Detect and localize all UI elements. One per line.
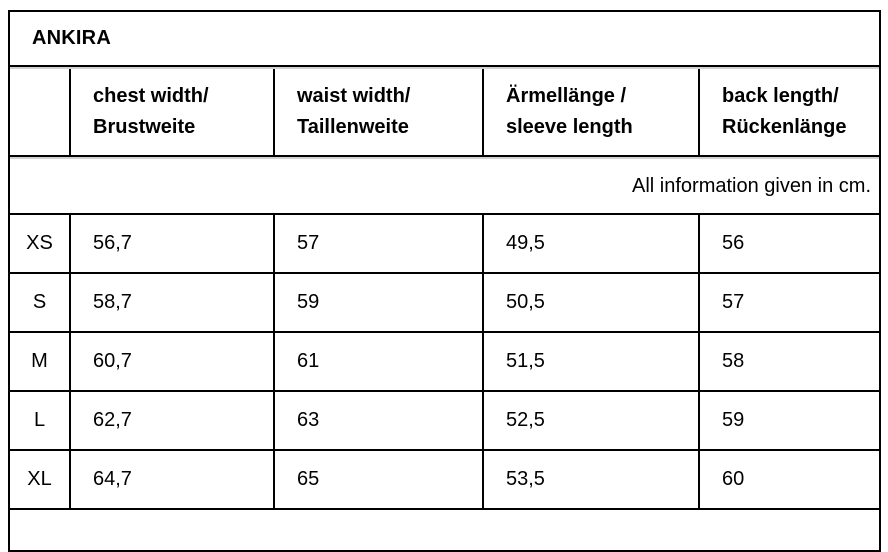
header-chest-width-line1: chest width/ xyxy=(93,85,209,107)
product-name: ANKIRA xyxy=(32,27,111,49)
sleeve-length-value: 49,5 xyxy=(484,215,700,272)
waist-width-value: 59 xyxy=(275,274,484,331)
header-sleeve-length-line2: sleeve length xyxy=(506,116,633,138)
table-row-s: S 58,7 59 50,5 57 xyxy=(10,274,879,333)
table-header-row: chest width/ Brustweite waist width/ Tai… xyxy=(10,67,879,157)
sleeve-length-value: 52,5 xyxy=(484,392,700,449)
header-sleeve-length-line1: Ärmellänge / xyxy=(506,85,627,107)
header-back-length-line2: Rückenlänge xyxy=(722,116,847,138)
header-chest-width-line2: Brustweite xyxy=(93,116,196,138)
back-length-value: 57 xyxy=(722,291,745,313)
size-label: XL xyxy=(10,451,71,508)
waist-width-value: 61 xyxy=(275,333,484,390)
table-row-xs: XS 56,7 57 49,5 56 xyxy=(10,215,879,274)
chest-width-value: 64,7 xyxy=(71,451,275,508)
table-row-m: M 60,7 61 51,5 58 xyxy=(10,333,879,392)
sleeve-length-value: 53,5 xyxy=(484,451,700,508)
chest-width-value: 62,7 xyxy=(71,392,275,449)
back-length-value: 58 xyxy=(722,350,745,372)
chest-width-value: 56,7 xyxy=(71,215,275,272)
size-chart-table: ANKIRA chest width/ Brustweite waist wid… xyxy=(8,10,881,552)
table-row-l: L 62,7 63 52,5 59 xyxy=(10,392,879,451)
chest-width-value: 60,7 xyxy=(71,333,275,390)
back-length-value: 56 xyxy=(722,232,745,254)
waist-width-value: 63 xyxy=(275,392,484,449)
sleeve-length-value: 51,5 xyxy=(484,333,700,390)
size-label: L xyxy=(10,392,71,449)
chest-width-value: 58,7 xyxy=(71,274,275,331)
header-waist-width-line2: Taillenweite xyxy=(297,116,409,138)
cropped-bottom-row xyxy=(10,510,879,550)
back-length-value: 59 xyxy=(722,409,745,431)
unit-note-row: All information given in cm. xyxy=(10,157,879,215)
header-waist-width: waist width/ Taillenweite xyxy=(275,69,484,155)
table-title-row: ANKIRA xyxy=(10,12,879,67)
waist-width-value: 57 xyxy=(275,215,484,272)
size-label: S xyxy=(10,274,71,331)
header-sleeve-length: Ärmellänge / sleeve length xyxy=(484,69,700,155)
header-chest-width: chest width/ Brustweite xyxy=(71,69,275,155)
header-back-length-line1: back length/ xyxy=(722,85,839,107)
header-size-column xyxy=(10,69,71,155)
unit-note: All information given in cm. xyxy=(632,174,871,197)
waist-width-value: 65 xyxy=(275,451,484,508)
header-back-length: back length/ Rückenlänge xyxy=(700,69,879,155)
size-label: M xyxy=(10,333,71,390)
sleeve-length-value: 50,5 xyxy=(484,274,700,331)
size-label: XS xyxy=(10,215,71,272)
header-waist-width-line1: waist width/ xyxy=(297,85,411,107)
back-length-value: 60 xyxy=(722,468,745,490)
table-row-xl: XL 64,7 65 53,5 60 xyxy=(10,451,879,510)
